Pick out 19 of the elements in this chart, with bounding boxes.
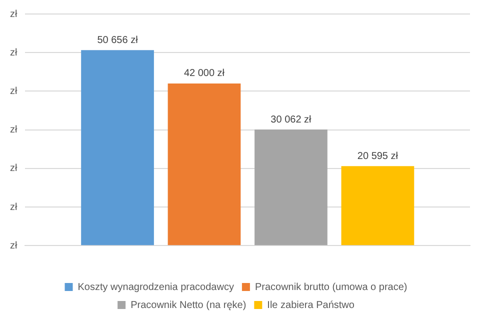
text: zł bbox=[10, 124, 18, 136]
legend-label: Ile zabiera Państwo bbox=[267, 300, 355, 311]
data-label: 20 595 zł bbox=[357, 150, 399, 162]
bar bbox=[81, 50, 154, 246]
data-label: 50 656 zł bbox=[97, 34, 139, 46]
legend-label: Pracownik Netto (na ręke) bbox=[130, 300, 246, 311]
text: zł bbox=[10, 240, 18, 252]
text: zł bbox=[10, 163, 18, 174]
text: zł bbox=[10, 86, 18, 97]
data-label: 42 000 zł bbox=[184, 68, 226, 80]
text: zł bbox=[10, 47, 18, 58]
legend-label: Pracownik brutto (umowa o prace) bbox=[254, 282, 408, 293]
data-label: 30 062 zł bbox=[270, 114, 312, 126]
text: zł bbox=[10, 8, 18, 20]
bar bbox=[254, 130, 328, 246]
legend-label: Koszty wynagrodzenia pracodawcy bbox=[78, 282, 234, 293]
text: zł bbox=[10, 202, 18, 213]
bar bbox=[168, 83, 241, 246]
bar bbox=[341, 166, 414, 246]
